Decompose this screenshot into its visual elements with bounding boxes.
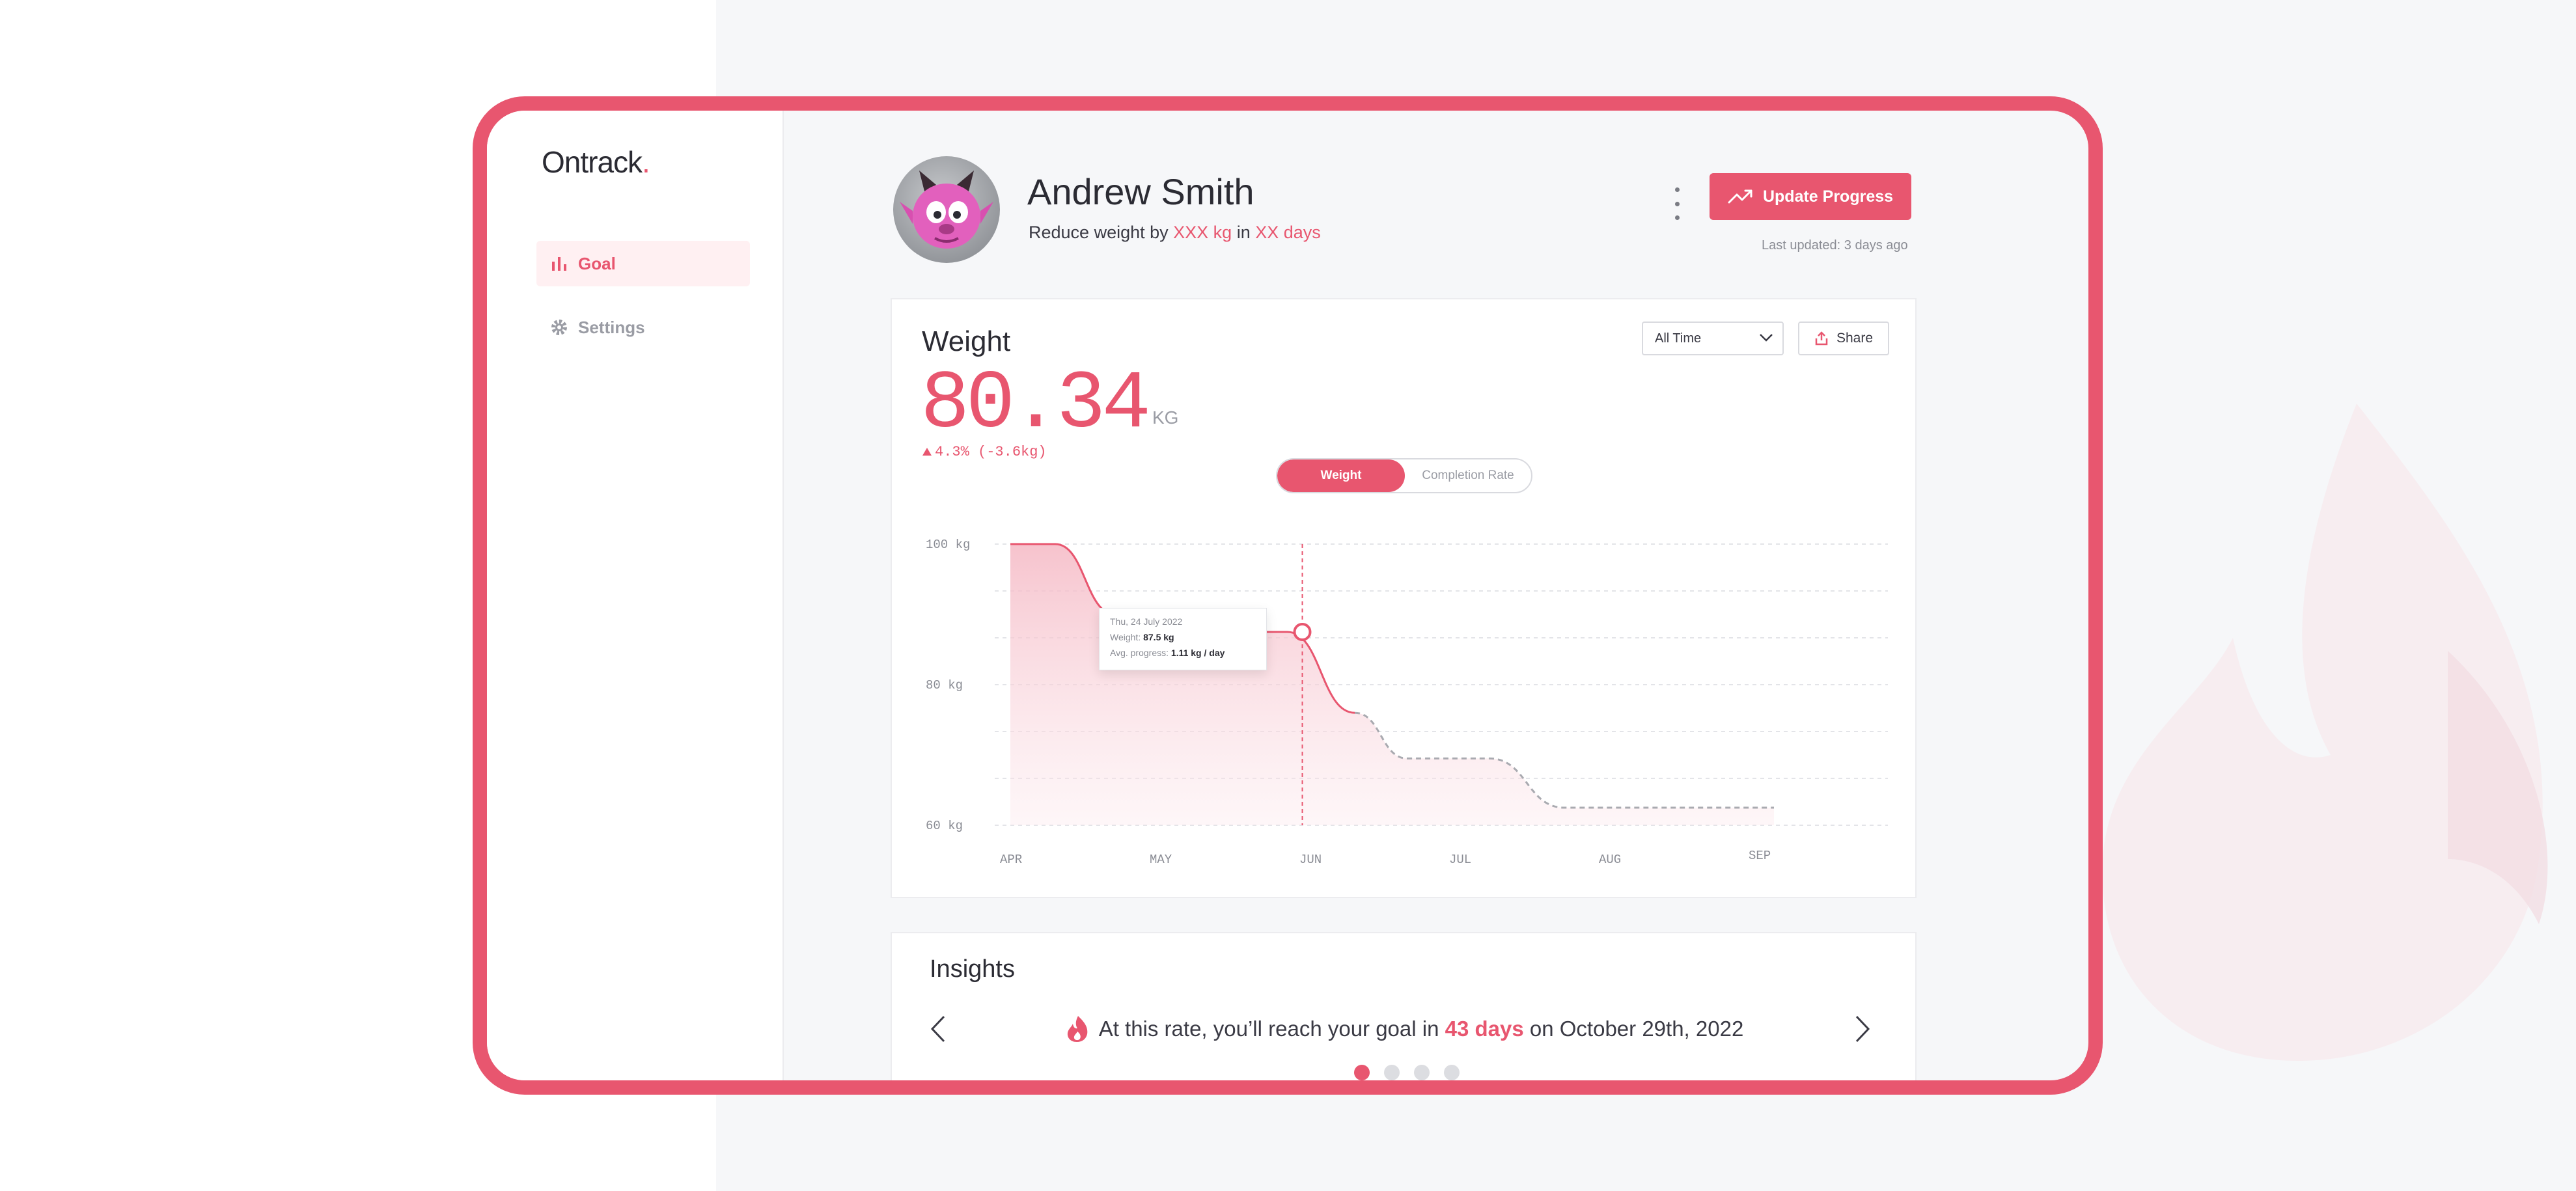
x-tick-label: AUG [1599, 853, 1621, 867]
flame-watermark-icon [2102, 404, 2548, 1061]
sidebar-item-goal[interactable]: Goal [536, 241, 750, 286]
tooltip-progress: Avg. progress: 1.11 kg / day [1110, 648, 1225, 658]
tooltip-weight: Weight: 87.5 kg [1110, 632, 1174, 642]
avatar[interactable] [893, 156, 1000, 263]
y-tick-label: 80 kg [926, 678, 963, 692]
toggle-weight[interactable]: Weight [1277, 459, 1405, 492]
weight-chart: 100 kg 80 kg 60 kg APR MAY JUN JUL AUG SEP [926, 538, 1888, 867]
weight-card: Weight 80.34 KG 4.3% (-3.6kg) All Time S… [891, 298, 1917, 898]
weight-title: Weight [922, 325, 1011, 357]
insights-card: Insights At this rate, you’ll reach your… [891, 932, 1917, 1080]
projected-weight-line [1354, 711, 1774, 809]
time-range-select[interactable]: All Time [1642, 322, 1784, 355]
x-tick-label: SEP [1749, 849, 1771, 863]
y-tick-label: 100 kg [926, 538, 970, 552]
chevron-left-icon[interactable] [928, 1014, 948, 1044]
bar-chart-icon [552, 257, 566, 271]
sidebar-item-label: Goal [578, 253, 616, 273]
trending-up-icon [1728, 189, 1752, 204]
y-tick-label: 60 kg [926, 819, 963, 833]
toggle-completion-rate[interactable]: Completion Rate [1422, 469, 1514, 482]
chart-mode-toggle: Weight Completion Rate [1276, 458, 1532, 493]
chevron-down-icon [1760, 334, 1773, 342]
pagination-dots [1354, 1065, 1474, 1080]
app-frame: Ontrack. Goal Settings [473, 96, 2103, 1095]
flame-icon [1067, 1016, 1087, 1042]
x-tick-label: APR [1000, 853, 1022, 867]
insight-message: At this rate, you’ll reach your goal in … [1043, 1013, 1766, 1045]
last-updated-text: Last updated: 3 days ago [1762, 238, 1908, 253]
x-tick-label: MAY [1150, 853, 1172, 867]
page-dot[interactable] [1444, 1065, 1460, 1080]
chevron-right-icon[interactable] [1853, 1014, 1872, 1044]
sidebar: Ontrack. Goal Settings [487, 111, 784, 1080]
page-dot[interactable] [1414, 1065, 1430, 1080]
share-button[interactable]: Share [1798, 322, 1889, 355]
tooltip-date: Thu, 24 July 2022 [1110, 616, 1183, 627]
weight-unit: KG [1152, 407, 1179, 428]
page-dot[interactable] [1384, 1065, 1400, 1080]
app-logo[interactable]: Ontrack. [542, 145, 650, 179]
gear-icon [551, 320, 567, 335]
weight-value: 80.34 [921, 358, 1151, 451]
sidebar-item-label: Settings [578, 317, 645, 337]
pink-monster-avatar-icon [900, 171, 993, 249]
share-icon [1815, 331, 1828, 346]
x-tick-label: JUL [1449, 853, 1471, 867]
x-tick-label: JUN [1299, 853, 1322, 867]
triangle-up-icon [922, 448, 932, 456]
insights-title: Insights [930, 955, 1015, 983]
chart-tooltip: Thu, 24 July 2022 Weight: 87.5 kg Avg. p… [1099, 608, 1267, 670]
marker-point[interactable] [1293, 623, 1312, 641]
weight-area [1010, 544, 1774, 825]
update-progress-button[interactable]: Update Progress [1710, 173, 1911, 220]
page-dot[interactable] [1354, 1065, 1370, 1080]
goal-summary: Reduce weight by XXX kg in XX days [1029, 223, 1321, 242]
sidebar-item-settings[interactable]: Settings [536, 305, 750, 350]
more-options-icon[interactable] [1672, 187, 1682, 220]
user-name: Andrew Smith [1027, 171, 1254, 212]
weight-change: 4.3% (-3.6kg) [922, 444, 1047, 460]
